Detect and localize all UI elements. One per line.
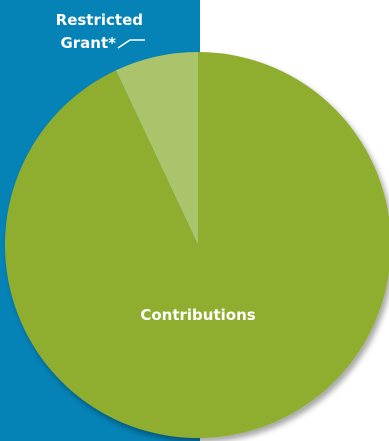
restricted-grant-label-line1: Restricted (56, 11, 143, 29)
restricted-grant-label-line2: Grant* (60, 34, 116, 52)
pie-slice-contributions (5, 52, 389, 438)
pie-slice-restricted-grant (115, 52, 198, 245)
contributions-label: Contributions (140, 306, 255, 324)
restricted-grant-leader-line (117, 39, 145, 49)
